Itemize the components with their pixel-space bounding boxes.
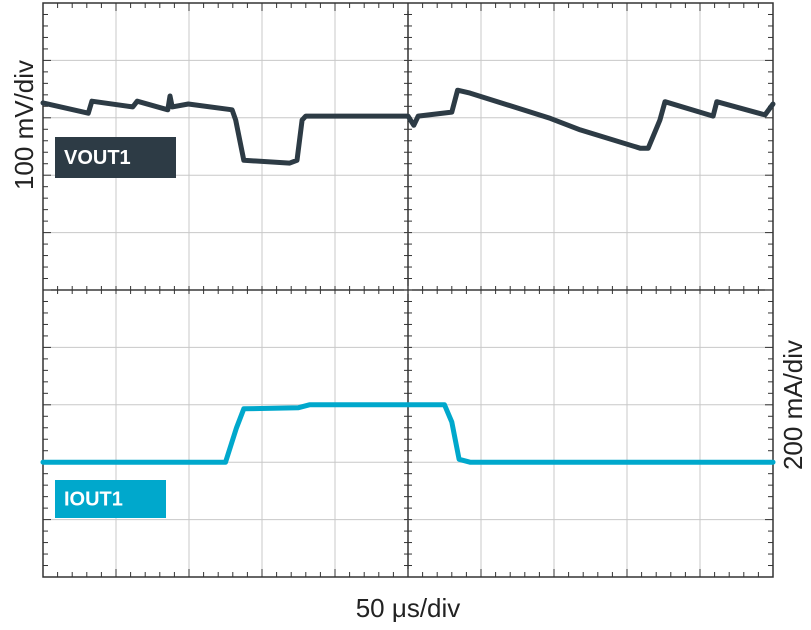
legend-box (55, 480, 166, 518)
y-axis-label: 100 mV/div (9, 60, 39, 190)
legend-box (55, 137, 176, 178)
y2-axis-label: 200 mA/div (778, 340, 808, 470)
legend-label: IOUT1 (64, 488, 123, 510)
trace (40, 87, 776, 166)
x-axis-label: 50 μs/div (356, 593, 461, 623)
legend-label: VOUT1 (64, 147, 131, 169)
trace (40, 402, 776, 465)
plot-frame (42, 2, 774, 578)
